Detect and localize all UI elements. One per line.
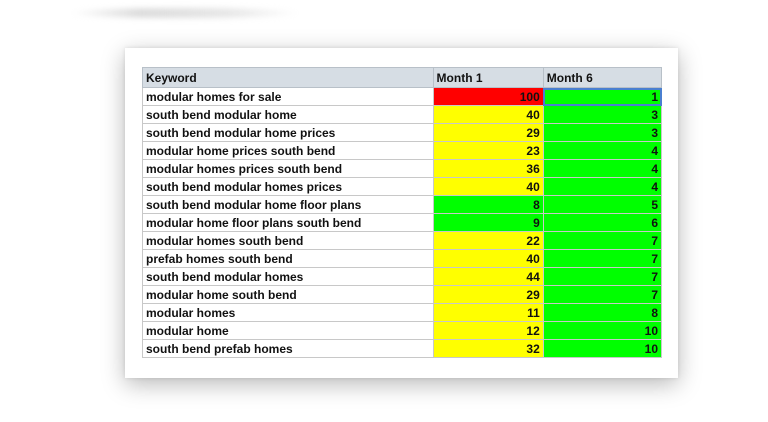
table-row: south bend modular home 40 3 — [142, 105, 663, 124]
keyword-cell[interactable]: modular homes south bend — [142, 231, 434, 250]
header-month-6[interactable]: Month 6 — [542, 67, 663, 88]
keyword-cell[interactable]: modular homes prices south bend — [142, 159, 434, 178]
table-row: south bend modular home floor plans 8 5 — [142, 195, 663, 214]
table-row: modular home 12 10 — [142, 321, 663, 340]
keyword-cell[interactable]: south bend modular homes prices — [142, 177, 434, 196]
month-1-rank-cell[interactable]: 11 — [432, 303, 544, 322]
table-row: south bend modular home prices 29 3 — [142, 123, 663, 142]
month-6-rank-cell[interactable]: 7 — [542, 267, 663, 286]
month-6-rank-cell[interactable]: 1 — [542, 87, 663, 106]
header-month-1[interactable]: Month 1 — [432, 67, 544, 88]
table-row: modular homes south bend 22 7 — [142, 231, 663, 250]
month-6-rank-cell[interactable]: 7 — [542, 285, 663, 304]
spreadsheet-screenshot-card: Keyword Month 1 Month 6 modular homes fo… — [125, 48, 678, 378]
table-row: south bend prefab homes 32 10 — [142, 339, 663, 358]
month-1-rank-cell[interactable]: 9 — [432, 213, 544, 232]
month-1-rank-cell[interactable]: 44 — [432, 267, 544, 286]
table-row: modular home prices south bend 23 4 — [142, 141, 663, 160]
month-6-rank-cell[interactable]: 4 — [542, 177, 663, 196]
month-1-rank-cell[interactable]: 40 — [432, 105, 544, 124]
month-6-rank-cell[interactable]: 3 — [542, 105, 663, 124]
keyword-cell[interactable]: south bend modular home floor plans — [142, 195, 434, 214]
table-row: modular home floor plans south bend 9 6 — [142, 213, 663, 232]
month-6-rank-cell[interactable]: 10 — [542, 321, 663, 340]
month-1-rank-cell[interactable]: 100 — [432, 87, 544, 106]
keyword-cell[interactable]: modular home south bend — [142, 285, 434, 304]
keyword-cell[interactable]: south bend prefab homes — [142, 339, 434, 358]
month-1-rank-cell[interactable]: 23 — [432, 141, 544, 160]
table-row: south bend modular homes prices 40 4 — [142, 177, 663, 196]
keyword-cell[interactable]: modular home floor plans south bend — [142, 213, 434, 232]
month-6-rank-cell[interactable]: 3 — [542, 123, 663, 142]
table-row: modular home south bend 29 7 — [142, 285, 663, 304]
table-row: modular homes 11 8 — [142, 303, 663, 322]
month-1-rank-cell[interactable]: 36 — [432, 159, 544, 178]
month-1-rank-cell[interactable]: 40 — [432, 177, 544, 196]
keyword-cell[interactable]: modular home prices south bend — [142, 141, 434, 160]
table-body: modular homes for sale 100 1 south bend mod… — [142, 87, 663, 358]
keyword-cell[interactable]: south bend modular homes — [142, 267, 434, 286]
keyword-cell[interactable]: modular home — [142, 321, 434, 340]
month-1-rank-cell[interactable]: 12 — [432, 321, 544, 340]
keyword-cell[interactable]: prefab homes south bend — [142, 249, 434, 268]
month-6-rank-cell[interactable]: 8 — [542, 303, 663, 322]
keyword-cell[interactable]: modular homes for sale — [142, 87, 434, 106]
table-row: modular homes prices south bend 36 4 — [142, 159, 663, 178]
month-1-rank-cell[interactable]: 22 — [432, 231, 544, 250]
keyword-cell[interactable]: south bend modular home — [142, 105, 434, 124]
month-6-rank-cell[interactable]: 7 — [542, 231, 663, 250]
keyword-cell[interactable]: south bend modular home prices — [142, 123, 434, 142]
month-6-rank-cell[interactable]: 4 — [542, 141, 663, 160]
month-6-rank-cell[interactable]: 6 — [542, 213, 663, 232]
header-keyword[interactable]: Keyword — [142, 67, 434, 88]
month-1-rank-cell[interactable]: 40 — [432, 249, 544, 268]
month-6-rank-cell[interactable]: 10 — [542, 339, 663, 358]
month-6-rank-cell[interactable]: 5 — [542, 195, 663, 214]
table-row: south bend modular homes 44 7 — [142, 267, 663, 286]
month-1-rank-cell[interactable]: 8 — [432, 195, 544, 214]
month-6-rank-cell[interactable]: 4 — [542, 159, 663, 178]
month-1-rank-cell[interactable]: 29 — [432, 285, 544, 304]
keyword-ranking-table: Keyword Month 1 Month 6 modular homes fo… — [142, 67, 663, 358]
table-row: modular homes for sale 100 1 — [142, 87, 663, 106]
header-row: Keyword Month 1 Month 6 — [142, 67, 663, 88]
keyword-cell[interactable]: modular homes — [142, 303, 434, 322]
table-row: prefab homes south bend 40 7 — [142, 249, 663, 268]
background-smudge — [70, 8, 300, 18]
month-6-rank-cell[interactable]: 7 — [542, 249, 663, 268]
month-1-rank-cell[interactable]: 29 — [432, 123, 544, 142]
month-1-rank-cell[interactable]: 32 — [432, 339, 544, 358]
